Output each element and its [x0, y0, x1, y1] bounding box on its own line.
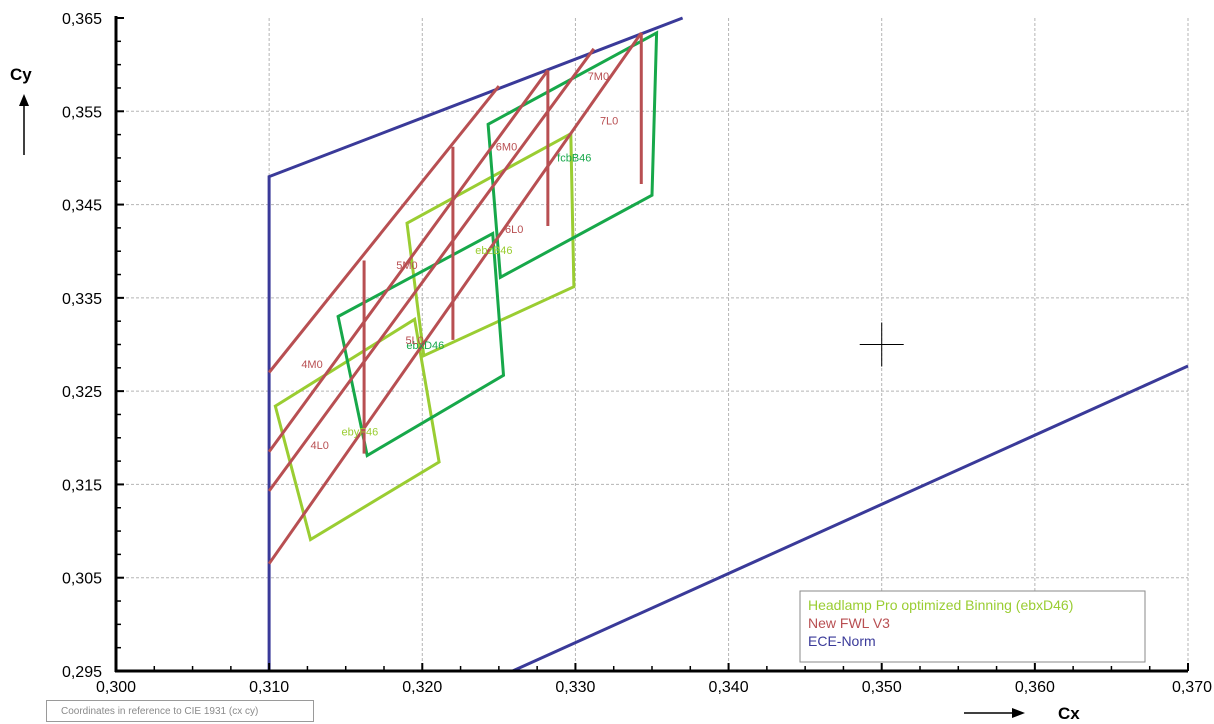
- fwl-bin-label: 4M0: [301, 359, 322, 371]
- x-tick-label: 0,370: [1172, 679, 1212, 696]
- x-axis-arrow: [964, 708, 1025, 718]
- x-axis-title: Cx: [1058, 704, 1080, 723]
- y-tick-label: 0,325: [62, 384, 102, 401]
- y-tick-label: 0,355: [62, 104, 102, 121]
- ece-norm-line: [267, 16, 684, 671]
- fwl-bin-label: 4L0: [311, 440, 329, 452]
- bin-polygon: [486, 30, 659, 280]
- x-tick-label: 0,320: [402, 679, 442, 696]
- coordinates-note: Coordinates in reference to CIE 1931 (cx…: [46, 700, 314, 722]
- bin-polygon: [336, 231, 506, 458]
- fwl-diagonal-line: [267, 47, 596, 492]
- legend-box: [799, 590, 1146, 663]
- legend: Headlamp Pro optimized Binning (ebxD46) …: [799, 590, 1146, 663]
- bin-label: ebxD46: [406, 340, 444, 352]
- fwl-bin-label: 5M0: [396, 260, 417, 272]
- bin-polygon: [405, 131, 576, 358]
- y-tick-label: 0,335: [62, 291, 102, 308]
- axes: [114, 16, 1189, 673]
- series-polygons: [273, 30, 659, 542]
- y-tick-label: 0,315: [62, 477, 102, 494]
- fwl-bin-label: 6L0: [505, 224, 523, 236]
- grid-lines: [116, 18, 1189, 672]
- polygon-labels: ebyF46 ebzB46 ebxD46 fcbB46 4L0 4M0 5L0 5M0 6L0 6…: [301, 71, 618, 452]
- bin-label: ebyF46: [342, 427, 379, 439]
- legend-entry-headlamp: Headlamp Pro optimized Binning (ebxD46): [808, 597, 1073, 613]
- x-tick-label: 0,350: [862, 679, 902, 696]
- x-tick-label: 0,310: [249, 679, 289, 696]
- x-tick-label: 0,330: [555, 679, 595, 696]
- y-tick-label: 0,295: [62, 664, 102, 681]
- ece-norm-line: [511, 364, 1189, 673]
- fwl-bin-label: 7L0: [600, 116, 618, 128]
- y-tick-label: 0,305: [62, 571, 102, 588]
- y-axis-title: Cy: [10, 65, 32, 84]
- fwl-diagonal-line: [267, 32, 643, 565]
- fwl-bin-label: 6M0: [496, 142, 517, 154]
- y-tick-label: 0,345: [62, 198, 102, 215]
- bin-polygon: [273, 316, 441, 542]
- legend-entry-new-fwl: New FWL V3: [808, 615, 890, 631]
- fwl-diagonal-line: [267, 69, 550, 453]
- y-axis-arrow: [19, 94, 29, 155]
- series-new-fwl-v3: [267, 32, 643, 565]
- x-tick-label: 0,340: [709, 679, 749, 696]
- crosshair-marker: [859, 322, 904, 367]
- fwl-bin-label: 5L0: [405, 335, 423, 347]
- legend-entry-ece-norm: ECE-Norm: [808, 633, 876, 649]
- x-tick-label: 0,360: [1015, 679, 1055, 696]
- series-ece-norm: [267, 16, 1189, 673]
- tick-labels: 0,300 0,310 0,320 0,330 0,340 0,350 0,360 0,370…: [62, 11, 1212, 696]
- bin-label: ebzB46: [475, 245, 512, 257]
- bin-label: fcbB46: [557, 152, 591, 164]
- y-tick-label: 0,365: [62, 11, 102, 28]
- fwl-diagonal-line: [267, 85, 501, 374]
- x-tick-label: 0,300: [96, 679, 136, 696]
- fwl-bin-label: 7M0: [588, 71, 609, 83]
